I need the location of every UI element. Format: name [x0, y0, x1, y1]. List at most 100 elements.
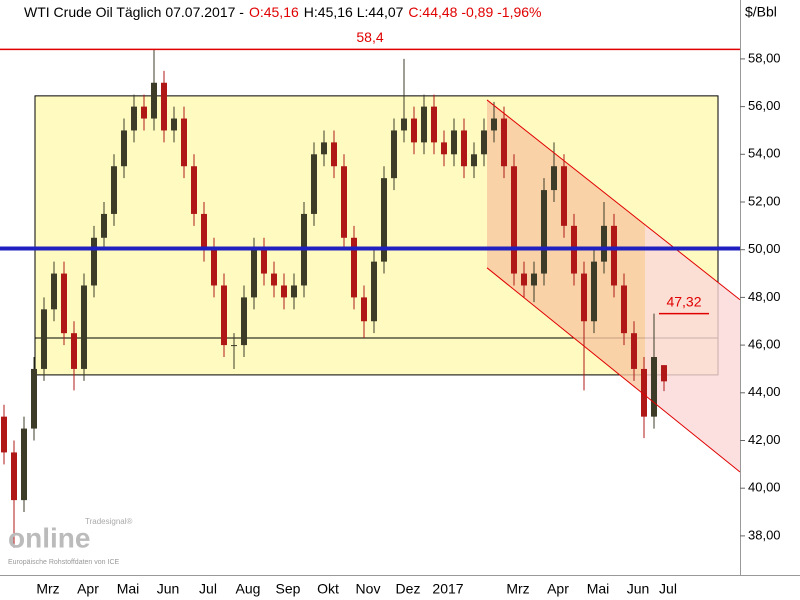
- candle-body: [431, 106, 437, 143]
- candle-body: [201, 213, 207, 250]
- candle-body: [141, 106, 147, 119]
- candle-body: [631, 333, 637, 369]
- candle-body: [391, 130, 397, 179]
- title-part: O:45,16: [249, 4, 299, 20]
- title-part: C:44,48 -0,89 -1,96%: [408, 4, 541, 20]
- candle-body: [11, 452, 17, 501]
- candle-body: [121, 130, 127, 167]
- candle-body: [151, 82, 157, 119]
- x-tick-label: Mai: [117, 581, 140, 597]
- candle-body: [611, 225, 617, 286]
- candle-body: [401, 118, 407, 131]
- candle-body: [421, 106, 427, 143]
- candle-body: [461, 130, 467, 167]
- candle-body: [601, 225, 607, 262]
- candle-body: [71, 333, 77, 369]
- candle-body: [501, 118, 507, 167]
- candles: [1, 49, 667, 548]
- x-tick-label: Mrz: [36, 581, 59, 597]
- y-tick-label: 38,00: [748, 527, 781, 542]
- candle-body: [21, 428, 27, 501]
- candle-body: [411, 118, 417, 143]
- candle-body: [661, 365, 667, 382]
- candle-body: [81, 285, 87, 369]
- candle-body: [551, 166, 557, 191]
- y-tick-label: 46,00: [748, 337, 781, 352]
- candle-body: [491, 118, 497, 131]
- watermark-small: Tradesignal®: [85, 517, 133, 526]
- candle-body: [281, 285, 287, 298]
- candle-body: [561, 166, 567, 226]
- y-tick-label: 40,00: [748, 480, 781, 495]
- x-tick-label: Mai: [587, 581, 610, 597]
- candle-body: [191, 166, 197, 214]
- candle-body: [471, 154, 477, 167]
- x-tick-label: Jun: [157, 581, 180, 597]
- level-label: 47,32: [666, 293, 701, 309]
- channel-bottom: [486, 267, 741, 473]
- candle-body: [521, 273, 527, 286]
- candle-body: [531, 273, 537, 286]
- chart-title: WTI Crude Oil Täglich 07.07.2017 - O:45,1…: [24, 4, 542, 20]
- y-tick-label: 50,00: [748, 241, 781, 256]
- candle-body: [451, 130, 457, 155]
- candle-body: [591, 261, 597, 322]
- candle-body: [241, 297, 247, 346]
- candle-body: [251, 249, 257, 298]
- candle-body: [381, 178, 387, 262]
- candle-body: [441, 142, 447, 155]
- candle-body: [111, 166, 117, 214]
- title-part: H:45,16 L:44,07: [304, 4, 404, 20]
- x-tick-label: Dez: [396, 581, 421, 597]
- channel-top: [486, 99, 741, 301]
- y-tick-label: 54,00: [748, 146, 781, 161]
- y-tick-label: 48,00: [748, 289, 781, 304]
- x-tick-label: Aug: [236, 581, 261, 597]
- candle-body: [321, 142, 327, 155]
- candle-body: [511, 166, 517, 274]
- candle-body: [161, 82, 167, 131]
- x-tick-label: 2017: [432, 581, 463, 597]
- candle-body: [361, 297, 367, 322]
- candle-body: [581, 273, 587, 322]
- candle-body: [651, 357, 657, 417]
- candle-body: [351, 237, 357, 298]
- channel-extension: [645, 224, 740, 472]
- level-label: 58,4: [356, 29, 383, 45]
- candle-body: [61, 273, 67, 334]
- candle-body: [211, 249, 217, 286]
- candle-body: [311, 154, 317, 214]
- candle-body: [131, 106, 137, 131]
- source-note: Europäische Rohstoffdaten von ICE: [8, 559, 119, 566]
- candle-body: [271, 273, 277, 286]
- y-tick-label: 44,00: [748, 384, 781, 399]
- candle-body: [171, 118, 177, 131]
- candle-body: [621, 285, 627, 334]
- x-tick-label: Jul: [199, 581, 217, 597]
- x-tick-label: Apr: [77, 581, 99, 597]
- candle-body: [1, 416, 7, 453]
- x-tick-label: Nov: [356, 581, 381, 597]
- candle-body: [541, 190, 547, 274]
- candle-body: [101, 213, 107, 238]
- candle-body: [641, 368, 647, 417]
- candle-body: [371, 261, 377, 322]
- candle-body: [261, 249, 267, 274]
- candle-body: [51, 273, 57, 310]
- x-tick-label: Mrz: [506, 581, 529, 597]
- unit-label: $/Bbl: [745, 4, 777, 20]
- watermark: online: [8, 522, 90, 553]
- candle-body: [341, 166, 347, 238]
- candle-body: [41, 309, 47, 369]
- candle-body: [231, 345, 237, 347]
- y-tick-label: 56,00: [748, 98, 781, 113]
- candle-body: [481, 130, 487, 155]
- candle-body: [221, 285, 227, 346]
- candle-body: [31, 368, 37, 429]
- x-tick-label: Apr: [547, 581, 569, 597]
- x-tick-label: Jul: [659, 581, 677, 597]
- candle-body: [331, 142, 337, 167]
- candle-body: [91, 237, 97, 286]
- title-part: WTI Crude Oil Täglich 07.07.2017 -: [24, 4, 244, 20]
